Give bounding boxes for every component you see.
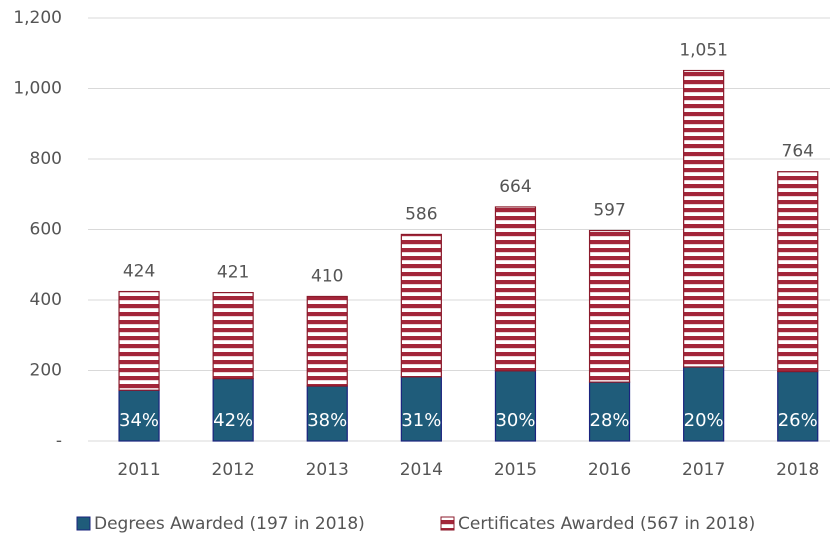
y-tick-label: 1,200 — [13, 8, 62, 28]
degrees-bar — [306, 385, 348, 442]
certificates-bar — [118, 290, 160, 391]
y-tick-label: 600 — [30, 220, 62, 240]
legend-swatch — [440, 516, 455, 531]
total-label: 586 — [405, 204, 437, 224]
certificates-bar — [777, 171, 819, 373]
share-label: 26% — [778, 410, 818, 431]
certificates-bar — [683, 69, 725, 368]
share-label: 38% — [307, 410, 347, 431]
legend-label: Certificates Awarded (567 in 2018) — [458, 514, 755, 534]
share-label: 20% — [684, 410, 724, 431]
total-label: 597 — [593, 201, 625, 221]
total-label: 764 — [782, 142, 814, 162]
total-label: 424 — [123, 262, 155, 282]
degrees-bar — [400, 376, 442, 442]
degrees-bar — [683, 366, 725, 442]
total-label: 1,051 — [679, 41, 728, 61]
legend-label: Degrees Awarded (197 in 2018) — [94, 514, 365, 534]
certificates-bar — [494, 206, 537, 372]
share-label: 42% — [213, 410, 253, 431]
y-tick-label: 200 — [30, 361, 62, 381]
certificates-bar — [400, 233, 442, 378]
degrees-bar — [118, 389, 160, 442]
x-tick-label: 2016 — [588, 460, 631, 480]
share-label: 31% — [401, 410, 441, 431]
x-tick-label: 2015 — [494, 460, 537, 480]
x-tick-label: 2017 — [682, 460, 725, 480]
x-tick-label: 2014 — [400, 460, 443, 480]
share-label: 34% — [119, 410, 159, 431]
share-label: 28% — [590, 410, 630, 431]
certificates-bar — [588, 229, 631, 383]
share-label: 30% — [495, 410, 535, 431]
certificates-bar — [306, 295, 348, 387]
degrees-bar — [777, 370, 819, 442]
degrees-bar — [212, 378, 254, 442]
degrees-bar — [588, 381, 631, 442]
legend-swatch — [76, 516, 91, 531]
total-label: 410 — [311, 266, 343, 286]
x-tick-label: 2012 — [212, 460, 255, 480]
x-tick-label: 2018 — [776, 460, 819, 480]
x-tick-label: 2013 — [306, 460, 349, 480]
degrees-bar — [494, 370, 537, 442]
total-label: 664 — [499, 177, 531, 197]
certificates-bar — [212, 291, 254, 380]
total-label: 421 — [217, 263, 249, 283]
y-tick-label: 1,000 — [13, 79, 62, 99]
y-tick-label: 800 — [30, 149, 62, 169]
x-tick-label: 2011 — [117, 460, 160, 480]
y-tick-label: 400 — [30, 290, 62, 310]
y-tick-label: - — [56, 431, 62, 451]
